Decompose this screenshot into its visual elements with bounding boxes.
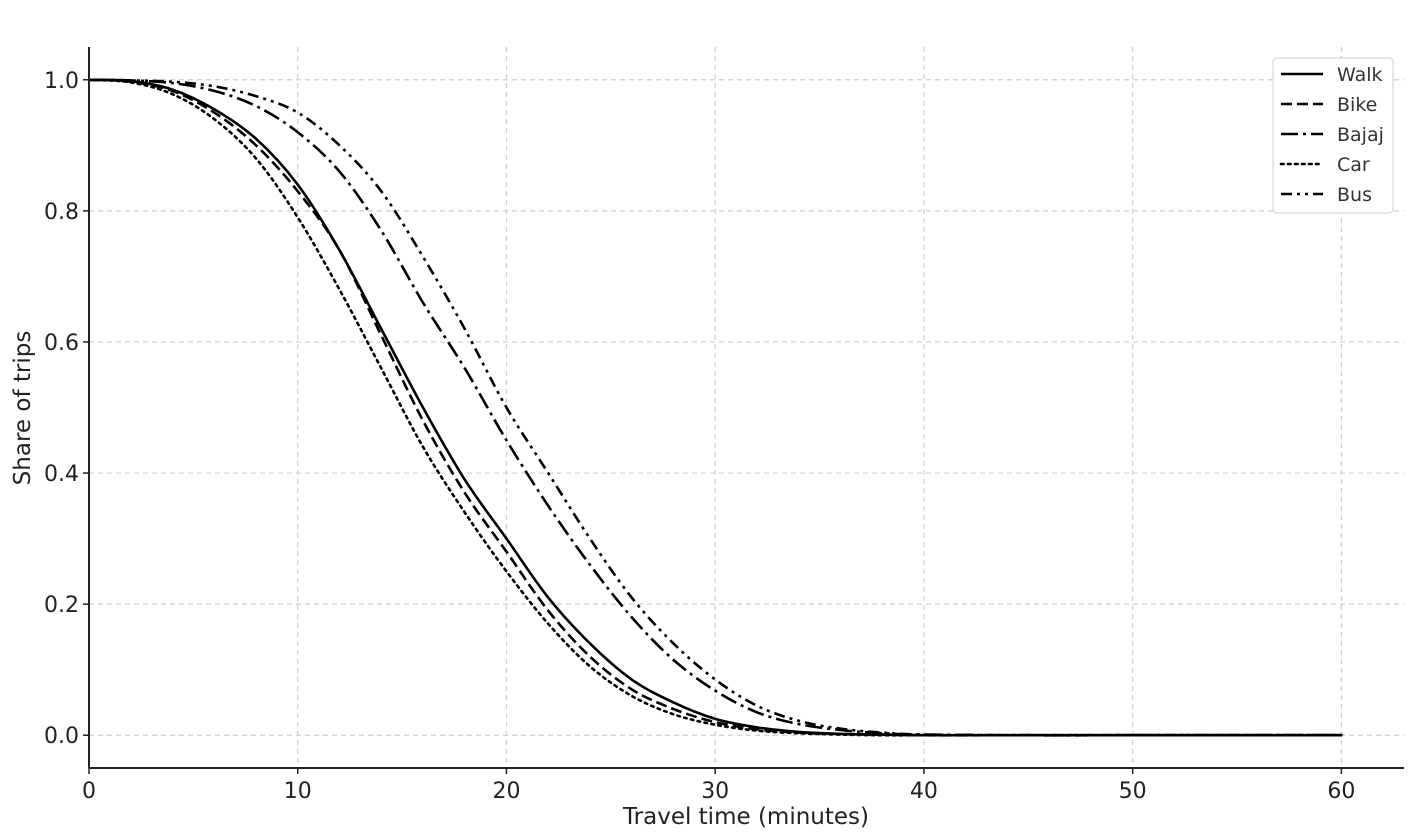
x-tick-label: 30 bbox=[701, 779, 729, 804]
x-tick-label: 20 bbox=[492, 779, 520, 804]
y-tick-label: 0.0 bbox=[44, 724, 79, 749]
y-tick-label: 0.2 bbox=[44, 593, 79, 618]
x-tick-label: 50 bbox=[1119, 779, 1147, 804]
x-tick-label: 60 bbox=[1327, 779, 1355, 804]
x-tick-label: 0 bbox=[82, 779, 96, 804]
axes: 0 10 20 30 40 50 60 0.0 0.2 0.4 0.6 0.8 1.0 bbox=[44, 47, 1404, 804]
y-tick-label: 0.6 bbox=[44, 331, 79, 356]
legend: Walk Bike Bajaj Car Bus bbox=[1272, 57, 1394, 214]
legend-label-bike: Bike bbox=[1337, 94, 1377, 116]
y-axis-title: Share of trips bbox=[10, 331, 36, 486]
legend-label-car: Car bbox=[1337, 154, 1370, 176]
y-tick-label: 0.8 bbox=[44, 200, 79, 225]
series-line-car bbox=[87, 78, 1343, 737]
x-tick-label: 10 bbox=[284, 779, 312, 804]
x-axis-title: Travel time (minutes) bbox=[622, 804, 869, 830]
legend-label-walk: Walk bbox=[1337, 64, 1383, 86]
legend-label-bus: Bus bbox=[1337, 184, 1372, 206]
legend-box bbox=[1272, 57, 1394, 214]
y-tick-label: 0.4 bbox=[44, 462, 79, 487]
legend-label-bajaj: Bajaj bbox=[1337, 124, 1384, 146]
grid bbox=[88, 47, 1404, 768]
y-tick-label: 1.0 bbox=[44, 69, 79, 94]
series-lines bbox=[87, 78, 1343, 737]
x-tick-label: 40 bbox=[910, 779, 938, 804]
